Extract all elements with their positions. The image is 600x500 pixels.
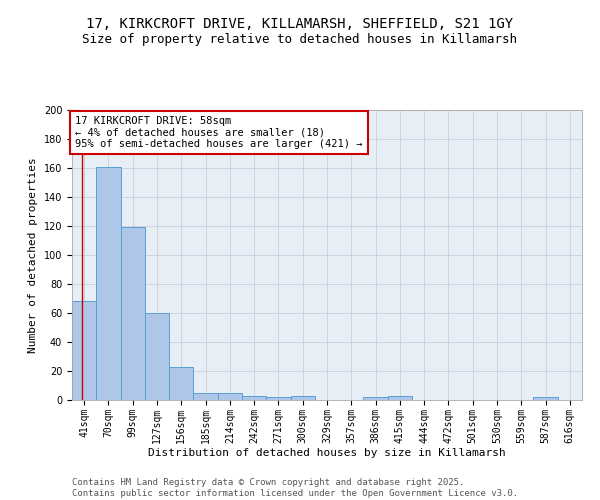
Bar [266,397,290,400]
X-axis label: Distribution of detached houses by size in Killamarsh: Distribution of detached houses by size … [148,448,506,458]
Text: 17 KIRKCROFT DRIVE: 58sqm
← 4% of detached houses are smaller (18)
95% of semi-d: 17 KIRKCROFT DRIVE: 58sqm ← 4% of detach… [75,116,362,149]
Bar [218,393,242,400]
Bar [121,228,145,400]
Bar [290,396,315,400]
Bar [242,396,266,400]
Text: Contains HM Land Registry data © Crown copyright and database right 2025.
Contai: Contains HM Land Registry data © Crown c… [72,478,518,498]
Bar [145,313,169,400]
Text: Size of property relative to detached houses in Killamarsh: Size of property relative to detached ho… [83,32,517,46]
Bar [72,302,96,400]
Bar [364,397,388,400]
Bar [169,366,193,400]
Bar [96,166,121,400]
Bar [193,393,218,400]
Text: 17, KIRKCROFT DRIVE, KILLAMARSH, SHEFFIELD, S21 1GY: 17, KIRKCROFT DRIVE, KILLAMARSH, SHEFFIE… [86,18,514,32]
Y-axis label: Number of detached properties: Number of detached properties [28,157,38,353]
Bar [388,396,412,400]
Bar [533,397,558,400]
